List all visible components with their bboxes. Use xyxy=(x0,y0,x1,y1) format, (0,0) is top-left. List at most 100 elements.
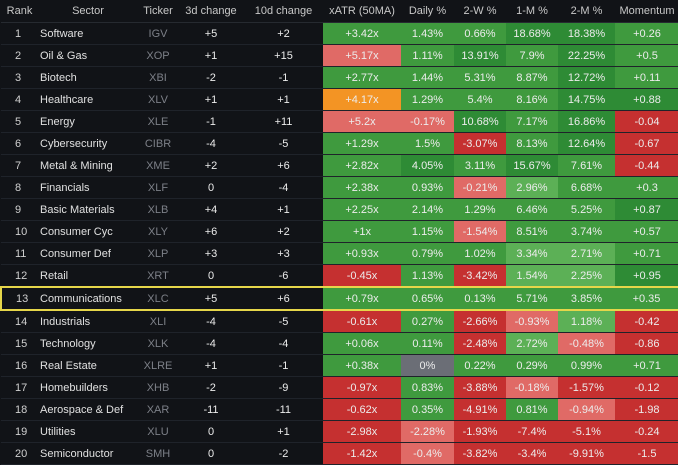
header-xatr[interactable]: xATR (50MA) xyxy=(323,0,401,23)
table-row[interactable]: 4 Healthcare XLV +1 +1 +4.17x 1.29% 5.4% 8.16% 14… xyxy=(1,88,678,111)
xatr-cell: -0.62x xyxy=(323,398,401,421)
header-daily[interactable]: Daily % xyxy=(401,0,454,23)
ticker-cell: CIBR xyxy=(138,132,178,155)
rank-cell: 12 xyxy=(1,264,38,288)
rank-cell: 6 xyxy=(1,132,38,155)
header-3d-change[interactable]: 3d change xyxy=(178,0,244,23)
momentum-cell: -0.04 xyxy=(615,110,678,133)
daily-pct-cell: 1.13% xyxy=(401,264,454,288)
table-row[interactable]: 5 Energy XLE -1 +11 +5.2x -0.17% 10.68% 7.17% 16.… xyxy=(1,110,678,133)
header-ticker[interactable]: Ticker xyxy=(138,0,178,23)
two-month-pct-cell: 12.72% xyxy=(558,66,615,89)
xatr-cell: +0.06x xyxy=(323,332,401,355)
two-month-pct-cell: 6.68% xyxy=(558,176,615,199)
change-3d-cell: +5 xyxy=(178,22,244,45)
one-month-pct-cell: 8.51% xyxy=(506,220,558,243)
xatr-cell: -0.45x xyxy=(323,264,401,288)
table-row[interactable]: 1 Software IGV +5 +2 +3.42x 1.43% 0.66% 18.68% 18… xyxy=(1,22,678,45)
two-month-pct-cell: 1.18% xyxy=(558,310,615,333)
table-row[interactable]: 12 Retail XRT 0 -6 -0.45x 1.13% -3.42% 1.54% 2.25… xyxy=(1,264,678,288)
two-week-pct-cell: -3.82% xyxy=(454,442,506,465)
change-3d-cell: -1 xyxy=(178,110,244,133)
ticker-cell: XLI xyxy=(138,310,178,333)
daily-pct-cell: 2.14% xyxy=(401,198,454,221)
xatr-cell: +0.38x xyxy=(323,354,401,377)
two-month-pct-cell: 7.61% xyxy=(558,154,615,177)
table-row[interactable]: 10 Consumer Cyc XLY +6 +2 +1x 1.15% -1.54% 8.51%… xyxy=(1,220,678,243)
daily-pct-cell: 1.15% xyxy=(401,220,454,243)
rank-cell: 11 xyxy=(1,242,38,265)
table-row[interactable]: 18 Aerospace & Def XAR -11 -11 -0.62x 0.35% -4.… xyxy=(1,398,678,421)
change-3d-cell: 0 xyxy=(178,420,244,443)
change-3d-cell: +1 xyxy=(178,354,244,377)
two-month-pct-cell: -9.91% xyxy=(558,442,615,465)
table-row[interactable]: 2 Oil & Gas XOP +1 +15 +5.17x 1.11% 13.91% 7.9% 2… xyxy=(1,44,678,67)
momentum-cell: -0.67 xyxy=(615,132,678,155)
one-month-pct-cell: 7.17% xyxy=(506,110,558,133)
ticker-cell: XLV xyxy=(138,88,178,111)
header-sector[interactable]: Sector xyxy=(38,0,138,23)
change-3d-cell: -2 xyxy=(178,66,244,89)
table-row[interactable]: 13 Communications XLC +5 +6 +0.79x 0.65% 0.13% 5… xyxy=(0,286,678,311)
two-month-pct-cell: 3.85% xyxy=(558,286,615,311)
table-row[interactable]: 6 Cybersecurity CIBR -4 -5 +1.29x 1.5% -3.07% 8.… xyxy=(1,132,678,155)
ticker-cell: XLB xyxy=(138,198,178,221)
one-month-pct-cell: -0.93% xyxy=(506,310,558,333)
daily-pct-cell: -0.17% xyxy=(401,110,454,133)
xatr-cell: +2.25x xyxy=(323,198,401,221)
table-row[interactable]: 19 Utilities XLU 0 +1 -2.98x -2.28% -1.93% -7.4%… xyxy=(1,420,678,443)
rank-cell: 16 xyxy=(1,354,38,377)
change-3d-cell: +6 xyxy=(178,220,244,243)
change-3d-cell: -11 xyxy=(178,398,244,421)
change-3d-cell: +5 xyxy=(178,286,244,311)
table-row[interactable]: 17 Homebuilders XHB -2 -9 -0.97x 0.83% -3.88% -0… xyxy=(1,376,678,399)
change-10d-cell: +2 xyxy=(244,220,323,243)
header-2w[interactable]: 2-W % xyxy=(454,0,506,23)
table-row[interactable]: 16 Real Estate XLRE +1 -1 +0.38x 0% 0.22% 0.29% 0… xyxy=(1,354,678,377)
table-row[interactable]: 8 Financials XLF 0 -4 +2.38x 0.93% -0.21% 2.96% 6… xyxy=(1,176,678,199)
sector-cell: Retail xyxy=(38,264,138,288)
header-2m[interactable]: 2-M % xyxy=(558,0,615,23)
daily-pct-cell: 0.11% xyxy=(401,332,454,355)
sector-cell: Real Estate xyxy=(38,354,138,377)
two-month-pct-cell: 2.25% xyxy=(558,264,615,288)
momentum-cell: +0.88 xyxy=(615,88,678,111)
table-row[interactable]: 11 Consumer Def XLP +3 +3 +0.93x 0.79% 1.02% 3.3… xyxy=(1,242,678,265)
table-row[interactable]: 14 Industrials XLI -4 -5 -0.61x 0.27% -2.66% -0.… xyxy=(1,310,678,333)
change-3d-cell: 0 xyxy=(178,264,244,288)
header-momentum[interactable]: Momentum xyxy=(615,0,678,23)
two-week-pct-cell: 13.91% xyxy=(454,44,506,67)
two-week-pct-cell: 0.22% xyxy=(454,354,506,377)
change-10d-cell: -4 xyxy=(244,332,323,355)
sector-cell: Technology xyxy=(38,332,138,355)
rank-cell: 8 xyxy=(1,176,38,199)
rank-cell: 4 xyxy=(1,88,38,111)
xatr-cell: +2.38x xyxy=(323,176,401,199)
momentum-cell: -1.98 xyxy=(615,398,678,421)
header-1m[interactable]: 1-M % xyxy=(506,0,558,23)
header-10d-change[interactable]: 10d change xyxy=(244,0,323,23)
change-3d-cell: 0 xyxy=(178,176,244,199)
one-month-pct-cell: 0.81% xyxy=(506,398,558,421)
xatr-cell: +5.17x xyxy=(323,44,401,67)
header-rank[interactable]: Rank xyxy=(1,0,38,23)
sector-cell: Software xyxy=(38,22,138,45)
table-row[interactable]: 20 Semiconductor SMH 0 -2 -1.42x -0.4% -3.82% -3… xyxy=(1,442,678,465)
one-month-pct-cell: -3.4% xyxy=(506,442,558,465)
ticker-cell: XOP xyxy=(138,44,178,67)
table-row[interactable]: 9 Basic Materials XLB +4 +1 +2.25x 2.14% 1.29% 6… xyxy=(1,198,678,221)
one-month-pct-cell: -0.18% xyxy=(506,376,558,399)
one-month-pct-cell: 8.13% xyxy=(506,132,558,155)
table-row[interactable]: 15 Technology XLK -4 -4 +0.06x 0.11% -2.48% 2.72… xyxy=(1,332,678,355)
table-row[interactable]: 3 Biotech XBI -2 -1 +2.77x 1.44% 5.31% 8.87% 12.7… xyxy=(1,66,678,89)
xatr-cell: +0.79x xyxy=(323,286,401,311)
rank-cell: 10 xyxy=(1,220,38,243)
rank-cell: 5 xyxy=(1,110,38,133)
daily-pct-cell: 0.93% xyxy=(401,176,454,199)
one-month-pct-cell: 3.34% xyxy=(506,242,558,265)
two-week-pct-cell: -2.48% xyxy=(454,332,506,355)
table-row[interactable]: 7 Metal & Mining XME +2 +6 +2.82x 4.05% 3.11% 15… xyxy=(1,154,678,177)
rank-cell: 15 xyxy=(1,332,38,355)
sector-cell: Consumer Def xyxy=(38,242,138,265)
two-week-pct-cell: -1.93% xyxy=(454,420,506,443)
